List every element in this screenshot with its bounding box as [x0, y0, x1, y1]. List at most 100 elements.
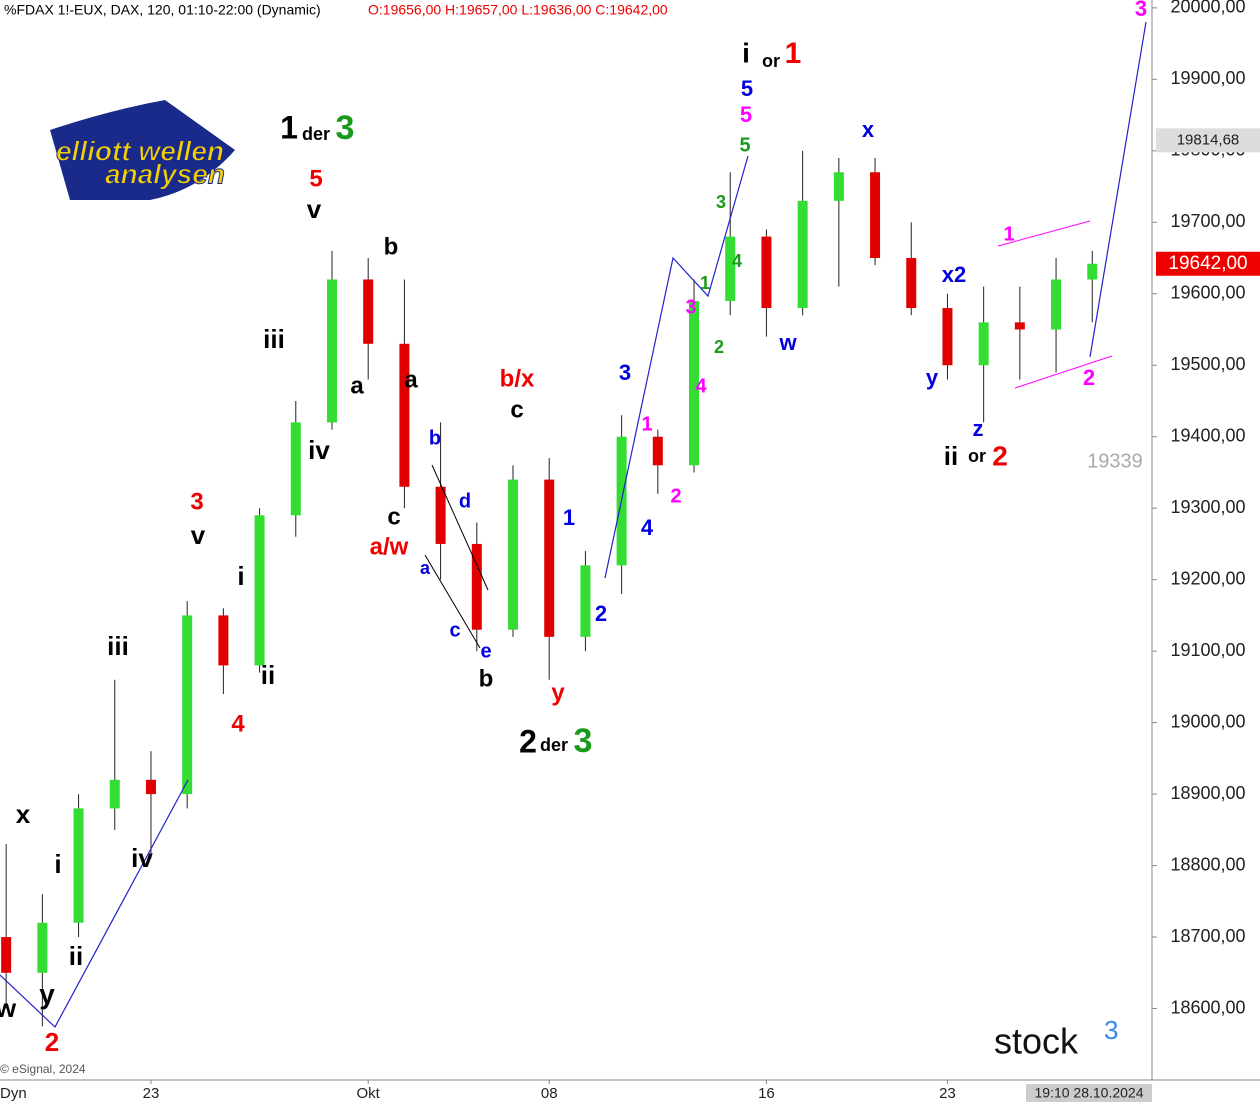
candle-body: [1051, 279, 1062, 330]
wave-label: v: [307, 194, 322, 224]
y-tick-label: 18800,00: [1170, 854, 1245, 874]
wave-label: b: [429, 427, 441, 449]
wave-label: 3: [619, 360, 631, 385]
wave-label: 4: [231, 710, 245, 737]
wave-label: x: [862, 117, 875, 142]
trend-line: [0, 779, 189, 1028]
candle-body: [363, 279, 374, 344]
candle-body: [1014, 322, 1025, 330]
wave-label: 2: [714, 337, 724, 357]
candle-body: [761, 236, 772, 309]
wave-label: 3: [574, 722, 593, 760]
candle-body: [689, 300, 700, 466]
y-tick-label: 19000,00: [1170, 711, 1245, 731]
logo-text: analysen: [105, 158, 225, 189]
candle-body: [182, 615, 193, 795]
wave-label: 3: [716, 192, 726, 212]
x-tick-label: 23: [143, 1085, 160, 1102]
x-tick-label: 23: [939, 1085, 956, 1102]
candle-body: [978, 322, 989, 366]
wave-label: 4: [641, 515, 654, 540]
x-tick-label: 16: [758, 1085, 775, 1102]
wave-label: b/x: [500, 365, 535, 392]
price-marker-box: [1156, 128, 1260, 153]
wave-label: ii: [69, 941, 83, 971]
y-tick-label: 19900,00: [1170, 68, 1245, 88]
wave-label: c: [510, 396, 523, 423]
y-tick-label: 20000,00: [1170, 0, 1245, 17]
wave-label: i: [54, 849, 61, 879]
wave-label: 2: [670, 485, 681, 507]
y-tick-label: 19300,00: [1170, 497, 1245, 517]
logo: elliott wellen analysen: [50, 100, 235, 200]
wave-label: x: [16, 799, 31, 829]
candle-body: [254, 515, 265, 666]
y-tick-label: 18600,00: [1170, 997, 1245, 1017]
wave-label: der: [302, 124, 330, 144]
candle-body: [870, 172, 881, 259]
candle-body: [580, 565, 591, 637]
candle-body: [544, 479, 555, 637]
price-marker-box: [1156, 251, 1260, 276]
candle-body: [725, 236, 736, 301]
candle-body: [145, 779, 156, 795]
wave-label: 2: [1083, 365, 1095, 390]
channel-line: [1014, 355, 1113, 389]
wave-label: 4: [695, 375, 707, 397]
wave-label: 1: [280, 109, 298, 145]
logo-text: elliott wellen: [56, 135, 224, 166]
y-tick-label: 18900,00: [1170, 783, 1245, 803]
wave-lines: [0, 21, 1147, 1028]
candle-body: [290, 422, 301, 516]
wave-label: e: [480, 640, 491, 662]
candle-body: [1087, 263, 1098, 280]
wave-label: a/w: [370, 533, 409, 560]
wave-label: b: [479, 665, 494, 692]
wave-label: 1: [785, 37, 802, 70]
wave-label: z: [973, 416, 984, 441]
wave-label: x2: [942, 262, 966, 287]
candle-body: [906, 258, 917, 309]
wave-label: ii: [944, 441, 958, 471]
y-tick-label: 18700,00: [1170, 926, 1245, 946]
wave-label: 1: [641, 413, 652, 435]
wave-label: 2: [45, 1027, 59, 1057]
triangle-line: [431, 464, 489, 591]
wave-label: iv: [308, 435, 330, 465]
wave-label: y: [551, 679, 565, 706]
brand: stock: [994, 1021, 1079, 1062]
y-tick-label: 19400,00: [1170, 425, 1245, 445]
wave-label: c: [387, 503, 400, 530]
y-tick-label: 19700,00: [1170, 211, 1245, 231]
candle-body: [471, 543, 482, 630]
wave-label: 5: [741, 76, 753, 101]
wave-label: i: [237, 561, 244, 591]
candle-body: [508, 479, 519, 630]
wave-label: or: [968, 446, 986, 466]
brand-sup: 3: [1104, 1015, 1118, 1045]
wave-label: 1: [700, 273, 710, 293]
candle-body: [326, 279, 337, 423]
y-tick-label: 19600,00: [1170, 283, 1245, 303]
candle-body: [435, 486, 446, 544]
candle-body: [37, 922, 48, 973]
wave-label: 5: [309, 165, 322, 192]
candle-body: [652, 436, 663, 466]
wave-label: b: [384, 233, 399, 260]
wave-label: iv: [131, 843, 153, 873]
channel-line: [997, 220, 1091, 247]
timestamp: 19:10 28.10.2024: [1035, 1085, 1144, 1101]
wave-label: der: [540, 735, 568, 755]
wave-label: 3: [190, 488, 203, 515]
candle-body: [399, 343, 410, 487]
wave-label: a: [404, 366, 418, 393]
copyright: © eSignal, 2024: [0, 1062, 86, 1076]
wave-label: 3: [1135, 0, 1147, 21]
candle-body: [797, 200, 808, 309]
candle-body: [1, 937, 12, 973]
wave-label: 2: [992, 440, 1008, 471]
trend-line: [604, 155, 749, 579]
wave-label: iii: [263, 324, 285, 354]
